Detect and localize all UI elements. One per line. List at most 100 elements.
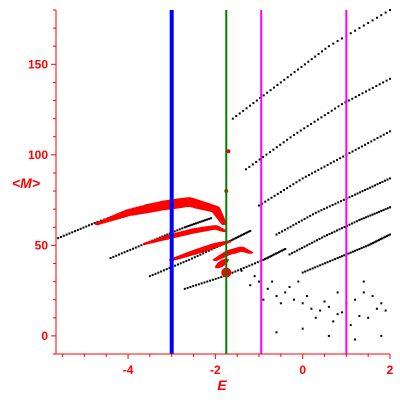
black-point xyxy=(349,32,352,35)
black-point xyxy=(376,183,379,186)
black-point xyxy=(292,133,295,136)
black-point xyxy=(301,271,304,274)
black-point xyxy=(317,168,320,171)
black-point xyxy=(374,240,377,243)
black-point xyxy=(351,150,354,153)
y-tick-label: 50 xyxy=(35,238,49,252)
black-point xyxy=(327,45,330,48)
black-point xyxy=(358,94,361,97)
vertical-lines-layer xyxy=(169,10,348,354)
black-point xyxy=(326,163,329,166)
black-point xyxy=(275,295,278,298)
black-point xyxy=(279,190,282,193)
black-point xyxy=(286,187,289,190)
black-point xyxy=(272,86,275,89)
black-point xyxy=(278,231,281,234)
black-point xyxy=(332,42,335,45)
black-point xyxy=(366,187,369,190)
black-point xyxy=(182,261,185,264)
black-point xyxy=(303,245,306,248)
black-point xyxy=(126,250,129,253)
black-point xyxy=(62,234,65,237)
black-point xyxy=(275,331,278,334)
black-point xyxy=(267,256,270,259)
black-point xyxy=(291,252,294,255)
black-point xyxy=(168,267,171,269)
black-point xyxy=(74,230,77,233)
black-point xyxy=(90,223,93,226)
black-point xyxy=(321,263,324,266)
black-point xyxy=(200,220,203,223)
black-point xyxy=(148,275,151,278)
black-point xyxy=(266,287,269,290)
black-point xyxy=(364,143,367,146)
black-point xyxy=(343,226,346,229)
red-point xyxy=(213,207,218,212)
black-point xyxy=(293,250,296,253)
black-point xyxy=(286,76,289,79)
black-point xyxy=(292,183,295,186)
black-point xyxy=(380,334,383,337)
black-point xyxy=(262,258,265,261)
black-point xyxy=(313,120,316,123)
black-point xyxy=(382,81,385,84)
black-point xyxy=(295,181,298,184)
black-point xyxy=(129,248,132,251)
black-point xyxy=(326,234,329,237)
black-point xyxy=(198,221,201,224)
black-point xyxy=(340,103,343,106)
black-point xyxy=(373,138,376,141)
black-point xyxy=(381,180,384,183)
black-point xyxy=(187,224,190,227)
black-point xyxy=(248,264,251,267)
black-point xyxy=(188,258,191,261)
black-point xyxy=(297,280,300,283)
black-point xyxy=(303,63,306,66)
black-point xyxy=(359,191,362,194)
black-point xyxy=(238,235,241,238)
black-point xyxy=(303,217,306,220)
black-point xyxy=(301,302,304,305)
black-point xyxy=(96,220,99,223)
black-point xyxy=(279,302,282,305)
black-point xyxy=(281,249,284,252)
black-point xyxy=(279,250,282,253)
black-point xyxy=(379,238,382,241)
black-point xyxy=(368,243,371,246)
black-point xyxy=(335,229,338,232)
black-point xyxy=(283,78,286,81)
black-point xyxy=(230,239,233,242)
black-point xyxy=(382,133,385,136)
black-point xyxy=(307,60,310,63)
black-point xyxy=(288,286,291,289)
black-point xyxy=(389,130,391,133)
black-point xyxy=(247,230,250,233)
black-point xyxy=(371,213,374,216)
black-point xyxy=(347,99,350,102)
black-point xyxy=(327,334,330,337)
black-point xyxy=(342,198,345,201)
black-point xyxy=(309,214,312,217)
black-point xyxy=(282,141,285,144)
x-tick-label: -4 xyxy=(123,363,134,377)
black-point xyxy=(59,235,62,238)
black-point xyxy=(314,316,317,319)
black-point xyxy=(235,236,238,239)
black-point xyxy=(327,111,330,114)
black-point xyxy=(340,255,343,258)
black-point xyxy=(304,175,307,178)
black-point xyxy=(269,89,272,92)
black-point xyxy=(244,232,247,235)
black-point xyxy=(185,225,188,228)
black-point xyxy=(337,201,340,204)
black-point xyxy=(371,242,374,245)
black-point xyxy=(360,247,363,250)
black-point xyxy=(362,217,365,220)
black-point xyxy=(385,235,388,238)
black-point xyxy=(371,86,374,89)
black-point xyxy=(238,112,241,115)
black-point xyxy=(181,227,184,230)
black-point xyxy=(376,239,379,242)
black-point xyxy=(364,216,367,219)
black-point xyxy=(195,222,198,225)
